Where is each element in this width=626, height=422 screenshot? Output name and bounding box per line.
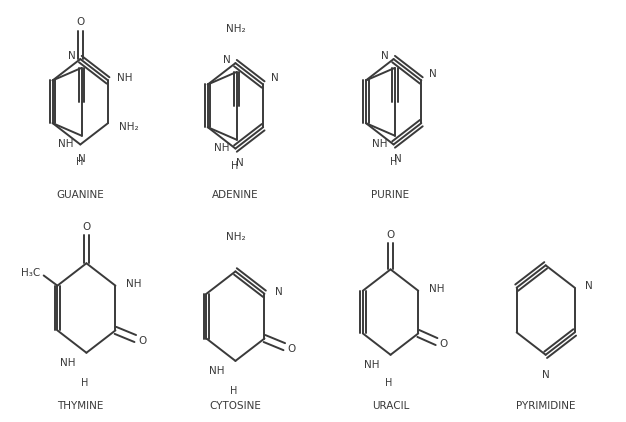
Text: H: H — [386, 378, 393, 388]
Text: PYRIMIDINE: PYRIMIDINE — [516, 400, 575, 411]
Text: O: O — [287, 344, 295, 354]
Text: N: N — [394, 154, 402, 164]
Text: CYTOSINE: CYTOSINE — [210, 400, 262, 411]
Text: H: H — [389, 157, 397, 167]
Text: H₃C: H₃C — [21, 268, 41, 279]
Text: GUANINE: GUANINE — [56, 190, 104, 200]
Text: NH: NH — [364, 360, 380, 370]
Text: NH: NH — [429, 284, 444, 294]
Text: NH: NH — [126, 279, 141, 289]
Text: O: O — [82, 222, 91, 232]
Text: N: N — [236, 158, 244, 168]
Text: NH₂: NH₂ — [119, 122, 138, 132]
Text: O: O — [439, 338, 448, 349]
Text: NH: NH — [213, 143, 229, 153]
Text: H: H — [76, 157, 84, 167]
Text: NH₂: NH₂ — [225, 24, 245, 34]
Text: N: N — [275, 287, 283, 297]
Text: THYMINE: THYMINE — [57, 400, 103, 411]
Text: NH: NH — [372, 139, 387, 149]
Text: URACIL: URACIL — [372, 400, 409, 411]
Text: PURINE: PURINE — [371, 190, 409, 200]
Text: NH₂: NH₂ — [225, 232, 245, 242]
Text: NH: NH — [60, 358, 76, 368]
Text: NH: NH — [209, 366, 225, 376]
Text: H: H — [232, 161, 239, 171]
Text: H: H — [230, 387, 238, 396]
Text: ADENINE: ADENINE — [212, 190, 259, 200]
Text: N: N — [78, 154, 86, 164]
Text: N: N — [381, 51, 389, 61]
Text: NH: NH — [58, 139, 74, 149]
Text: N: N — [68, 51, 76, 61]
Text: O: O — [138, 335, 146, 346]
Text: N: N — [223, 55, 230, 65]
Text: N: N — [541, 370, 550, 380]
Text: N: N — [585, 281, 593, 291]
Text: O: O — [386, 230, 394, 240]
Text: H: H — [81, 378, 89, 388]
Text: N: N — [429, 69, 437, 79]
Text: O: O — [76, 17, 85, 27]
Text: N: N — [271, 73, 279, 84]
Text: NH: NH — [117, 73, 133, 84]
